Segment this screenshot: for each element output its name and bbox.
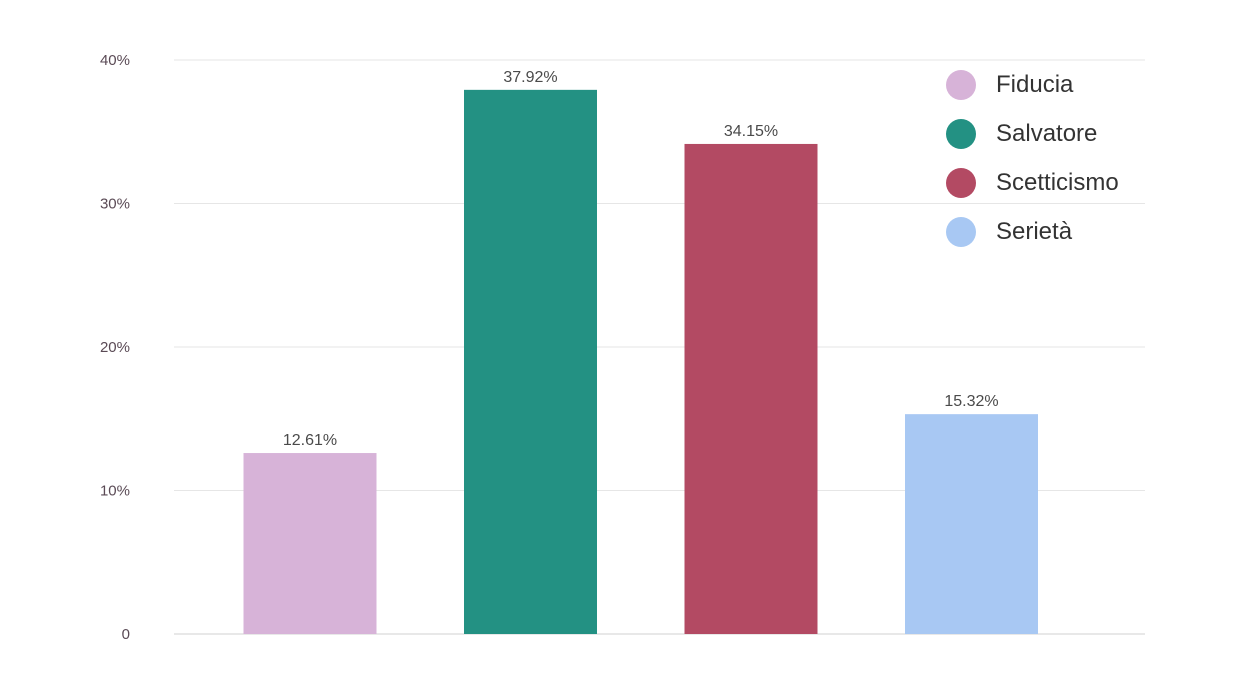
y-axis-ticks: 0 10% 20% 30% 40% <box>100 52 130 643</box>
legend-label: Serietà <box>996 217 1073 245</box>
bar-seriet <box>905 414 1038 634</box>
bars <box>243 89 1038 634</box>
data-label: 15.32% <box>944 393 998 410</box>
bar-fiducia <box>243 453 377 634</box>
data-label: 12.61% <box>283 432 337 449</box>
legend-item-salvatore: Salvatore <box>946 109 1119 158</box>
y-tick-label: 0 <box>122 626 130 643</box>
legend-item-fiducia: Fiducia <box>946 60 1119 109</box>
y-tick-label: 10% <box>100 483 130 500</box>
y-tick-label: 20% <box>100 339 130 356</box>
legend-swatch <box>946 167 976 198</box>
legend-item-scetticismo: Scetticismo <box>946 158 1119 207</box>
y-tick-label: 40% <box>100 52 130 69</box>
bar-scetticismo <box>684 143 818 634</box>
legend-swatch <box>946 118 976 149</box>
legend-label: Salvatore <box>996 119 1098 147</box>
data-labels: 12.61% 37.92% 34.15% 15.32% <box>283 69 999 449</box>
legend: Fiducia Salvatore Scetticismo Serietà <box>946 60 1119 256</box>
y-tick-label: 30% <box>100 196 130 213</box>
bar-salvatore <box>464 89 597 634</box>
legend-swatch <box>946 69 976 100</box>
legend-label: Scetticismo <box>996 168 1119 196</box>
legend-swatch <box>946 216 976 247</box>
data-label: 37.92% <box>503 69 557 86</box>
data-label: 34.15% <box>724 123 778 140</box>
legend-label: Fiducia <box>996 70 1074 98</box>
legend-item-serieta: Serietà <box>946 207 1119 256</box>
